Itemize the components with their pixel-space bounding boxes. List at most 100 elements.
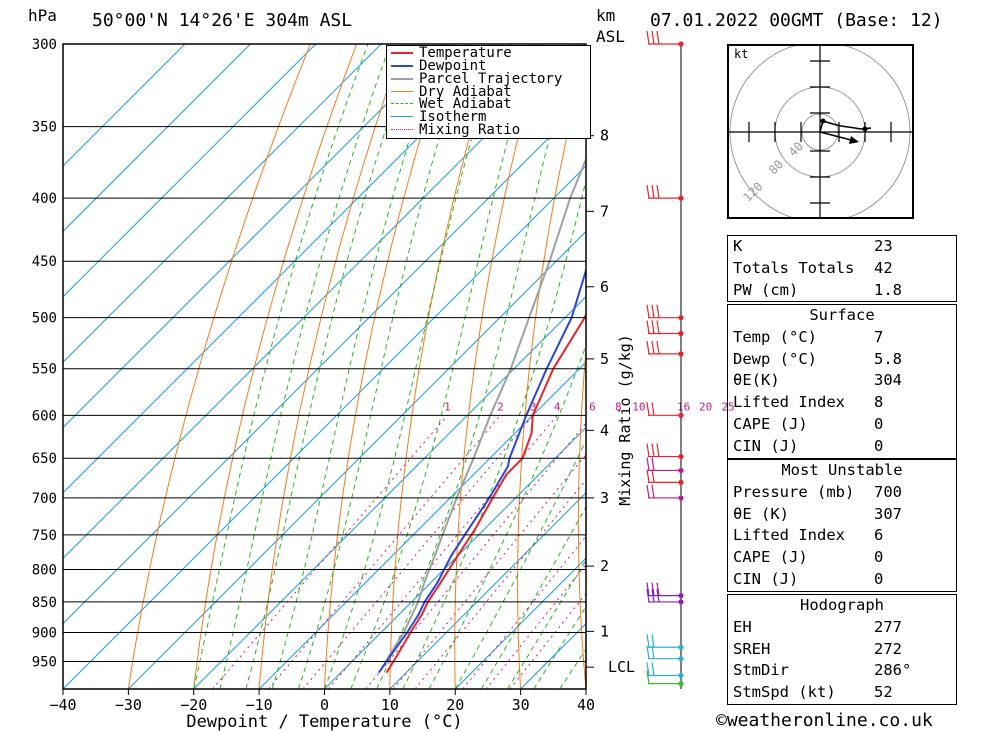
mu-title: Most Unstable [781,461,903,479]
wind-barb-feather [646,320,650,334]
hodograph-unit: kt [734,47,748,61]
dry-adiabat-line [193,44,358,689]
height-tick-label: 7 [600,202,609,220]
mixing-ratio-line [268,415,501,689]
mixing-ratio-label: 10 [632,400,645,413]
legend-mixing: Mixing Ratio [419,122,521,138]
legend-temperature-swatch [391,52,413,54]
height-tick-label: LCL [608,658,635,676]
mixing-ratio-label: 3 [530,400,537,413]
pressure-tick-label: 900 [32,626,57,642]
hpa-label: hPa [28,6,57,25]
wind-level-marker [678,412,684,418]
wind-barb-feather [651,340,655,355]
wind-barb-feather [646,402,650,416]
wind-barb-feather [646,30,650,45]
wind-barb-feather [646,484,650,499]
wind-barb-feather [646,185,650,199]
wind-barb-feather [646,457,650,471]
sreh-label: SREH [733,639,771,658]
wind-barb-feather [656,320,660,334]
isotherm-line [389,492,586,689]
mixing-ratio-axis-label: Mixing Ratio (g/kg) [616,334,634,506]
wind-barb-feather [646,443,650,457]
wind-level-marker [678,592,684,599]
wind-barb-feather [656,340,660,355]
wind-barb-feather [651,443,655,457]
mixing-ratio-label: 16 [677,400,690,413]
asl-label: ASL [596,27,625,46]
hodograph-ring-40: 40 [786,139,806,159]
hodograph-table: Hodograph EH 277 SREH 272 StmDir 286° StmSp… [727,594,957,705]
hodograph-ring-80: 80 [766,157,786,177]
wet-adiabat-line [428,344,586,689]
stmspd-label: StmSpd (kt) [733,683,836,702]
hodo-title: Hodograph [800,596,884,614]
mu-pressure-label: Pressure (mb) [733,482,855,501]
legend-mixing-swatch [391,129,413,130]
wind-level-marker [678,681,684,687]
isotherm-line [63,44,382,363]
location-title: 50°00'N 14°26'E 304m ASL [92,10,353,31]
wind-barb-feather [651,469,655,483]
mu-li-label: Lifted Index [733,526,845,545]
wet-adiabat-line [350,44,535,689]
legend-isotherm: Isotherm [419,109,487,125]
legend-dry-swatch [391,91,413,92]
pressure-tick-label: 550 [32,362,57,378]
wind-barb-feather [656,185,660,199]
pressure-tick-label: 650 [32,451,57,467]
legend-parcel: Parcel Trajectory [419,71,563,87]
legend-dry: Dry Adiabat [419,84,512,100]
mu-cape-value: 0 [874,548,884,567]
mu-theta-label: θE (K) [733,504,789,523]
x-tick-label: −20 [180,696,207,714]
wind-barb-feather [656,443,660,457]
x-tick-label: 10 [381,696,399,714]
hodograph-plot: kt 40 80 120 [729,41,912,223]
wind-level-marker [678,467,684,474]
mu-li-value: 6 [874,526,884,545]
legend-isotherm-swatch [391,116,413,117]
pressure-tick-label: 700 [32,491,57,507]
wind-barb-feather [646,662,650,676]
wind-level-marker [678,672,684,679]
pressure-tick-label: 600 [32,408,57,424]
hodograph: kt 40 80 120 [727,41,914,223]
dry-adiabat-line [956,44,1000,689]
k-label: K [733,237,743,255]
wind-barb-feather [651,484,655,499]
wind-level-marker [678,656,684,662]
km-label: km [596,6,616,25]
wind-level-marker [678,599,684,605]
tt-value: 42 [874,258,893,277]
stmdir-value: 286° [874,661,912,680]
x-tick-label: 40 [577,696,595,714]
dry-adiabat-line [454,44,543,689]
legend-parcel-swatch [391,78,413,80]
wind-barb-feather [656,304,660,318]
x-tick-label: 0 [320,696,329,714]
eh-value: 277 [874,617,902,636]
wind-barb-feather [651,457,655,471]
wind-barb-feather [651,30,655,45]
credit-link[interactable]: ©weatheronline.co.uk [716,710,933,731]
pressure-tick-label: 450 [32,254,57,270]
wet-adiabat-line [193,44,369,689]
temperature-line [385,312,586,674]
legend-wet-swatch [391,103,413,104]
isotherm-line [324,426,586,689]
height-tick-label: 4 [600,421,609,439]
wind-barb-feather [651,320,655,334]
dry-adiabat-line [389,44,497,689]
isotherm-line [258,361,586,689]
wind-level-marker [678,315,684,321]
mixing-ratio-label: 2 [497,400,504,413]
wind-barb-feather [646,634,650,648]
dry-adiabat-line [637,44,681,689]
x-tick-label: 20 [446,696,464,714]
surface-theta-value: 304 [874,371,902,390]
isotherm-line [128,230,586,689]
isotherm-line [63,44,578,559]
surface-cin-label: CIN (J) [733,436,799,455]
